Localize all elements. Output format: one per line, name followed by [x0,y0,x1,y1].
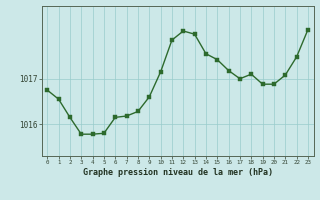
X-axis label: Graphe pression niveau de la mer (hPa): Graphe pression niveau de la mer (hPa) [83,168,273,177]
